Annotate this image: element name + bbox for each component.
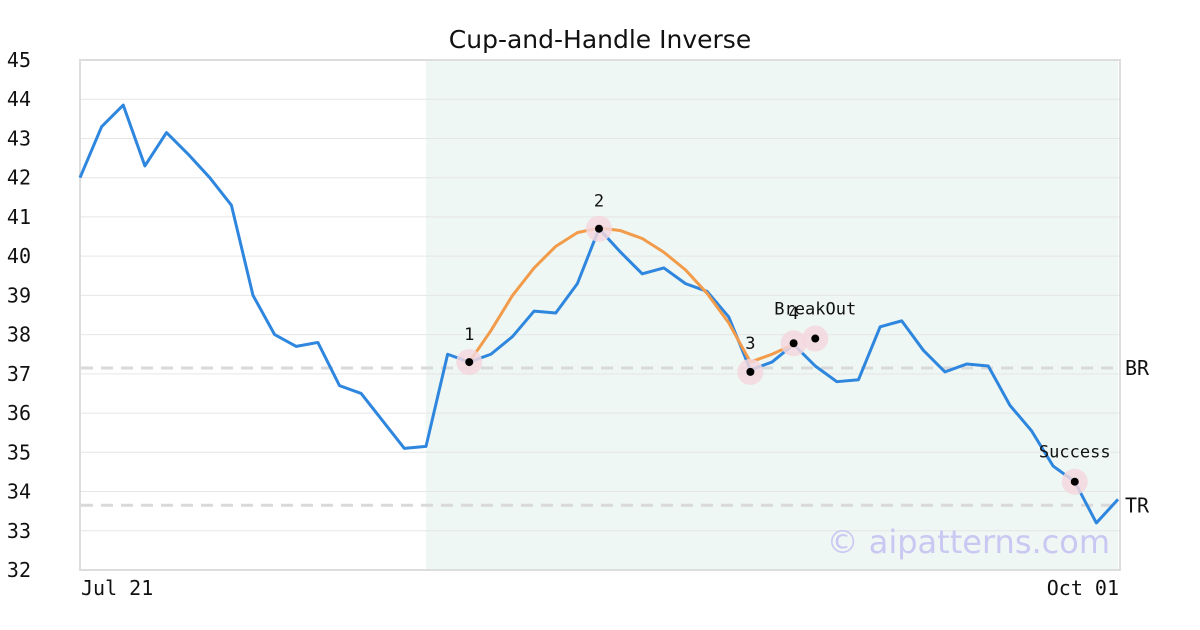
y-tick-label: 38 <box>7 323 31 347</box>
y-tick-label: 40 <box>7 244 31 268</box>
pattern-region <box>426 60 1118 570</box>
y-tick-label: 42 <box>7 166 31 190</box>
y-tick-label: 43 <box>7 126 31 150</box>
y-tick-label: 41 <box>7 205 31 229</box>
point-marker <box>811 334 820 343</box>
level-label: BR <box>1125 356 1150 380</box>
y-tick-label: 34 <box>7 480 31 504</box>
level-lines: BR TR <box>81 356 1150 517</box>
y-tick-label: 32 <box>7 558 31 582</box>
y-tick-label: 36 <box>7 401 31 425</box>
x-tick-label: Jul 21 <box>81 576 153 600</box>
x-tick-label: Oct 01 <box>1047 576 1119 600</box>
point-label: 2 <box>594 192 604 212</box>
y-axis-ticks: 32 33 34 35 36 37 38 39 40 41 42 43 44 45 <box>7 48 31 582</box>
point-marker <box>465 358 474 367</box>
y-tick-label: 44 <box>7 87 31 111</box>
point-label: BreakOut <box>774 300 856 320</box>
point-marker <box>1070 477 1079 486</box>
point-label: Success <box>1039 443 1111 463</box>
y-tick-label: 39 <box>7 283 31 307</box>
level-label: TR <box>1125 493 1150 517</box>
y-tick-label: 35 <box>7 440 31 464</box>
point-label: 4 <box>789 304 799 324</box>
point-marker <box>595 224 603 233</box>
y-tick-label: 33 <box>7 519 31 543</box>
chart-title: Cup-and-Handle Inverse <box>449 25 751 54</box>
y-tick-label: 37 <box>7 362 31 386</box>
point-marker <box>746 367 755 376</box>
plot-frame <box>79 59 1121 571</box>
y-tick-label: 45 <box>7 48 31 72</box>
point-marker <box>789 339 798 348</box>
watermark: © aipatterns.com <box>827 523 1110 561</box>
grid-lines <box>81 59 1119 571</box>
point-label: 1 <box>464 325 474 345</box>
x-axis-ticks: Jul 21 Oct 01 <box>81 576 1119 600</box>
pattern-curve <box>468 226 795 364</box>
point-label: 3 <box>745 334 755 354</box>
